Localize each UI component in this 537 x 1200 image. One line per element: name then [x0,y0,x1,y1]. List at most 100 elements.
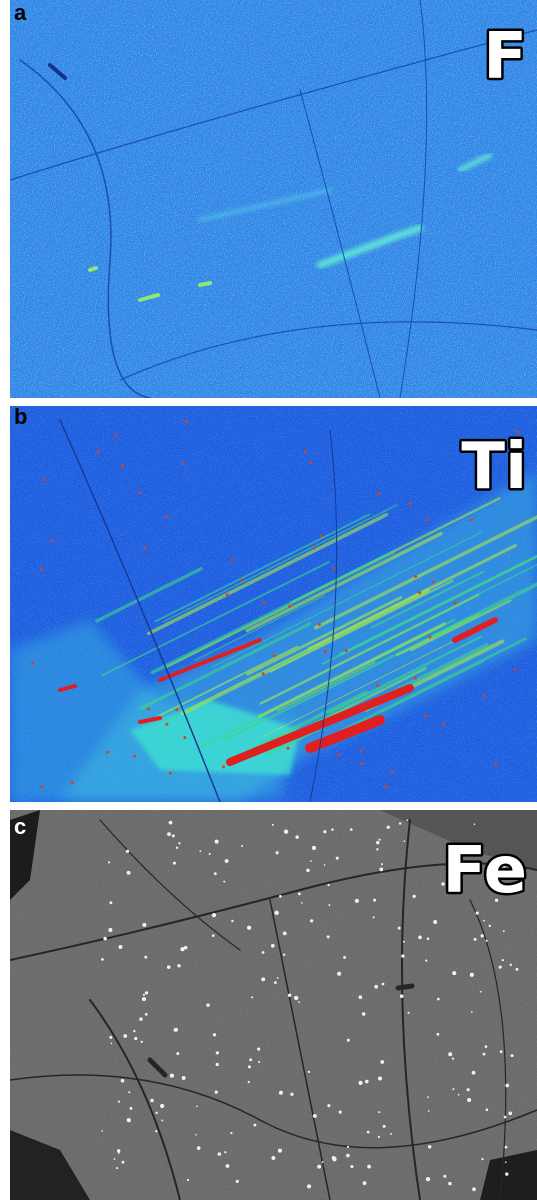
red-spot [414,575,417,578]
grain [226,1164,230,1168]
grain [141,1041,143,1043]
grain [145,1013,148,1016]
grain [121,1079,125,1083]
red-spot [97,450,100,453]
grain [379,868,383,872]
grain [134,1037,137,1040]
grain [253,1124,256,1127]
grain [195,1134,197,1136]
red-spot [442,723,445,726]
grain [271,944,275,948]
red-spot [262,672,265,675]
red-spot [165,723,168,726]
red-spot [470,518,473,521]
grain [212,913,216,917]
grain [337,972,341,976]
grain [225,859,229,863]
red-spot [514,668,517,671]
grain [401,954,404,957]
grain [133,1030,135,1032]
grain [408,1012,410,1014]
red-spot [431,580,434,583]
grain [177,964,180,967]
grain [505,1161,507,1163]
grain [387,826,390,829]
grain [258,1061,260,1063]
red-spot [391,770,394,773]
grain [510,964,512,966]
grain [127,871,131,875]
grain [327,1104,330,1107]
red-spot [262,602,265,605]
grain [209,853,211,855]
grain [367,1165,371,1169]
grain [336,857,339,860]
red-spot [318,623,321,626]
red-spot [138,491,141,494]
grain [290,1093,293,1096]
red-spot [71,781,74,784]
grain [508,1112,512,1116]
grain [376,841,379,844]
grain [379,839,381,841]
red-spot [426,518,429,521]
grain [247,926,251,930]
grain [249,1058,252,1061]
grain [230,1132,232,1134]
red-spot [418,591,421,594]
red-spot [230,558,233,561]
grain [516,968,519,971]
grain [218,1152,221,1155]
grain [437,1033,440,1036]
grain [274,911,278,915]
grain [199,850,201,852]
grain [481,934,484,937]
grain [467,1088,470,1091]
red-spot [360,762,363,765]
red-spot [494,763,497,766]
grain [489,925,491,927]
grain [160,1104,164,1108]
grain [365,1080,369,1084]
grain [143,994,145,996]
grain [279,895,282,898]
grain [277,977,279,979]
grain [339,1111,342,1114]
grain [187,1179,189,1181]
grain [288,994,291,997]
grain [327,935,330,938]
grain [362,1012,365,1015]
grain [144,956,147,959]
grain [452,1088,454,1090]
red-spot [121,464,124,467]
red-spot [226,593,229,596]
grain [295,835,298,838]
grain [139,1017,142,1020]
red-spot [181,462,184,465]
element-label: Ti [461,430,527,504]
grain [373,916,375,918]
grain [111,1043,113,1045]
panel-b-image [10,406,537,802]
grain [161,1119,163,1121]
red-spot [377,492,380,495]
grain [155,1112,157,1114]
grain [127,1118,131,1122]
grain [428,1145,431,1148]
grain [472,1071,476,1075]
grain [248,1081,250,1083]
grain [350,1165,353,1168]
red-spot [454,601,457,604]
grain [373,899,376,902]
grain [213,1033,216,1036]
grain [427,937,430,940]
grain [470,973,474,977]
grain [346,1154,350,1158]
grain [471,1011,473,1013]
red-spot [313,546,316,549]
grain [176,1052,179,1055]
red-spot [143,546,146,549]
grain [167,832,171,836]
grain [261,977,265,981]
grain [474,938,477,941]
